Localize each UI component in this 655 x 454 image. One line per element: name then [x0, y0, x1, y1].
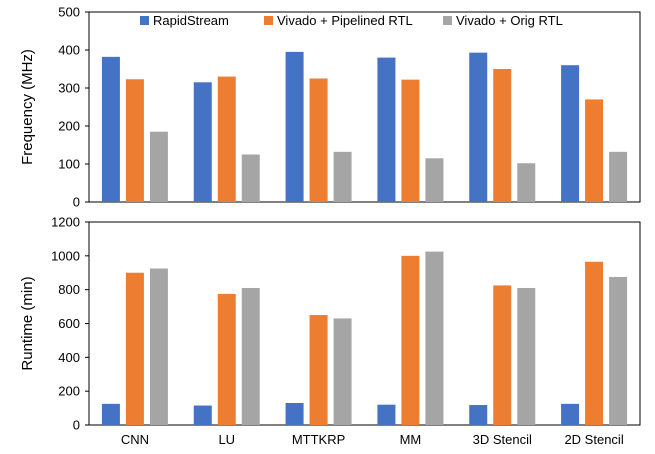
- panel-1-bar-vivado-orig-rtl-2d-stencil: [609, 151, 628, 202]
- panel-1-bar-rapidstream-mm: [377, 57, 396, 202]
- panel-1-ytick-label: 500: [58, 5, 80, 20]
- panel-1-bar-rapidstream-lu: [193, 82, 212, 202]
- panel-1-y-axis-title: Frequency (MHz): [19, 49, 36, 165]
- panel-1-bar-rapidstream-2d-stencil: [561, 65, 580, 202]
- panel-2-ytick-label: 0: [73, 418, 80, 433]
- x-category-label: CNN: [121, 432, 149, 447]
- panel-2-bar-vivado-orig-rtl-2d-stencil: [609, 276, 628, 425]
- legend-swatch-vivado-pipelined-rtl: [264, 16, 273, 25]
- panel-2-bar-vivado-pipelined-rtl-mm: [401, 255, 420, 425]
- panel-2-y-axis-title: Runtime (min): [19, 276, 36, 370]
- panel-2-bar-vivado-orig-rtl-cnn: [149, 268, 168, 425]
- panel-2-bar-vivado-pipelined-rtl-mttkrp: [309, 315, 328, 425]
- panel-1-bar-rapidstream-mttkrp: [285, 51, 304, 203]
- panel-1-ytick-label: 100: [58, 157, 80, 172]
- panel-1-bar-vivado-pipelined-rtl-lu: [217, 76, 236, 202]
- panel-2-bar-rapidstream-lu: [193, 405, 212, 425]
- legend-label-vivado-pipelined-rtl: Vivado + Pipelined RTL: [277, 13, 413, 28]
- legend-swatch-rapidstream: [140, 16, 149, 25]
- legend-swatch-vivado-orig-rtl: [443, 16, 452, 25]
- panel-1-bar-rapidstream-cnn: [101, 56, 120, 203]
- panel-1-bar-vivado-orig-rtl-3d-stencil: [517, 163, 536, 202]
- panel-2-ytick-label: 200: [58, 384, 80, 399]
- panel-2-bar-rapidstream-mttkrp: [285, 403, 304, 425]
- panel-1-bar-rapidstream-3d-stencil: [469, 52, 488, 202]
- panel-2-bar-vivado-orig-rtl-3d-stencil: [517, 287, 536, 425]
- panel-2-ytick-label: 600: [58, 316, 80, 331]
- panel-1-bar-vivado-pipelined-rtl-mttkrp: [309, 78, 328, 202]
- panel-2-plot-area: [88, 221, 641, 426]
- panel-2-ytick-label: 800: [58, 282, 80, 297]
- panel-2-bar-rapidstream-2d-stencil: [561, 403, 580, 425]
- legend-label-vivado-orig-rtl: Vivado + Orig RTL: [456, 13, 563, 28]
- panel-2-ytick-label: 1200: [51, 215, 80, 230]
- x-category-label: 3D Stencil: [473, 432, 532, 447]
- panel-1-bar-vivado-pipelined-rtl-3d-stencil: [493, 69, 512, 202]
- panel-1-bar-vivado-orig-rtl-lu: [241, 154, 260, 202]
- panel-1-ytick-label: 0: [73, 195, 80, 210]
- panel-2-bar-vivado-pipelined-rtl-cnn: [125, 272, 144, 425]
- panel-1-ytick-label: 200: [58, 119, 80, 134]
- panel-2-bar-rapidstream-cnn: [101, 403, 120, 425]
- panel-1-bar-vivado-orig-rtl-mttkrp: [333, 151, 352, 202]
- panel-2-bar-rapidstream-mm: [377, 404, 396, 425]
- legend-label-rapidstream: RapidStream: [153, 13, 229, 28]
- panel-2-bar-vivado-pipelined-rtl-2d-stencil: [585, 261, 604, 425]
- panel-1-bar-vivado-orig-rtl-mm: [425, 158, 444, 202]
- x-category-label: 2D Stencil: [564, 432, 623, 447]
- panel-2-ytick-label: 1000: [51, 248, 80, 263]
- x-category-label: MTTKRP: [292, 432, 345, 447]
- panel-2-bar-vivado-orig-rtl-mm: [425, 251, 444, 425]
- panel-1-plot-area: [88, 11, 641, 203]
- panel-2-bar-vivado-pipelined-rtl-lu: [217, 293, 236, 425]
- x-category-label: LU: [218, 432, 235, 447]
- panel-1-bar-vivado-orig-rtl-cnn: [149, 131, 168, 202]
- panel-2-ytick-label: 400: [58, 350, 80, 365]
- panel-2-bar-vivado-pipelined-rtl-3d-stencil: [493, 285, 512, 425]
- x-category-label: MM: [400, 432, 422, 447]
- panel-1-bar-vivado-pipelined-rtl-2d-stencil: [585, 99, 604, 202]
- panel-2-bar-vivado-orig-rtl-lu: [241, 287, 260, 425]
- panel-1-bar-vivado-pipelined-rtl-cnn: [125, 79, 144, 202]
- panel-1-bar-vivado-pipelined-rtl-mm: [401, 79, 420, 202]
- panel-2-bar-rapidstream-3d-stencil: [469, 405, 488, 425]
- panel-1-ytick-label: 300: [58, 81, 80, 96]
- panel-1-ytick-label: 400: [58, 43, 80, 58]
- panel-2-bar-vivado-orig-rtl-mttkrp: [333, 318, 352, 425]
